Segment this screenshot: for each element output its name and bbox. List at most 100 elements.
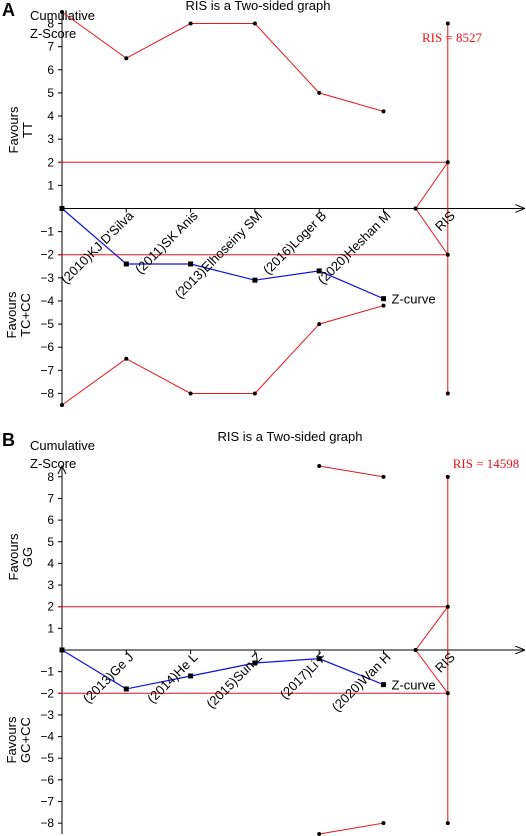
z-curve-point [381, 682, 386, 688]
y-tick-label: 4 [47, 556, 54, 570]
z-curve-point [381, 296, 386, 302]
study-label: (2017)Li F [277, 649, 330, 702]
y-tick-label: 6 [47, 63, 54, 77]
favours-upper-label-line-1: Favours [6, 106, 21, 153]
y-tick-label: 8 [47, 470, 54, 484]
ris-value-label: RIS = 14598 [453, 456, 520, 471]
z-curve-point [252, 277, 258, 283]
ylabel-line-1: Cumulative [30, 8, 95, 23]
favours-upper-label-line-2: GG [20, 547, 35, 567]
futility-point [413, 206, 418, 211]
y-tick-label: −2 [40, 248, 54, 262]
ris-axis-label: RIS [432, 208, 458, 234]
futility-line-upper [415, 161, 449, 209]
z-curve-point [188, 261, 194, 267]
y-tick-label: 4 [47, 109, 54, 123]
y-tick-label: −4 [40, 730, 54, 744]
y-tick-label: −5 [40, 751, 54, 765]
favours-lower-label: FavoursGC+CC [4, 716, 33, 763]
y-tick-label: −7 [40, 363, 54, 377]
lower-boundary-line [319, 822, 384, 835]
z-curve-point [123, 261, 129, 267]
favours-upper-label-line-1: Favours [6, 533, 21, 580]
y-tick-label: 3 [47, 132, 54, 146]
study-label: (2015)Sun Z [203, 649, 265, 711]
upper-boundary-line [61, 11, 384, 112]
ris-axis-label: RIS [432, 649, 458, 675]
upper-boundary-point [252, 21, 257, 26]
lower-boundary-point [60, 403, 64, 407]
y-tick-label: −1 [40, 665, 54, 679]
y-tick-label: −3 [40, 708, 54, 722]
lower-boundary-point [317, 832, 322, 836]
futility-point [445, 252, 450, 257]
favours-lower-label-line-1: Favours [4, 716, 19, 763]
upper-boundary-point [381, 109, 386, 114]
y-tick-label: −3 [40, 271, 54, 285]
ylabel-line-2: Z-Score [30, 456, 76, 471]
z-curve-point [59, 206, 65, 211]
y-tick-label: −1 [40, 225, 54, 239]
lower-boundary-line [61, 305, 384, 406]
y-tick-label: −7 [40, 795, 54, 809]
y-tick-label: −6 [40, 340, 54, 354]
y-tick-label: −8 [40, 386, 54, 400]
study-label: (2013)Ge J [80, 650, 137, 707]
futility-line-lower [415, 208, 449, 256]
favours-lower-label: FavoursTC+CC [4, 291, 33, 338]
y-tick-label: 1 [47, 178, 54, 192]
y-tick-label: 3 [47, 578, 54, 592]
upper-boundary-point [60, 10, 64, 14]
upper-boundary-point [124, 56, 129, 61]
futility-point [445, 160, 450, 165]
lower-boundary-point [252, 391, 257, 396]
lower-boundary-point [124, 356, 129, 361]
y-tick-label: 5 [47, 535, 54, 549]
favours-lower-label-line-2: TC+CC [18, 293, 33, 337]
study-label: (2010)KJ D'Silva [58, 207, 137, 286]
futility-point [445, 604, 450, 609]
panel-label: A [2, 0, 15, 20]
upper-boundary-line [319, 465, 384, 478]
favours-lower-label-line-2: GC+CC [18, 717, 33, 763]
futility-line-lower [415, 649, 449, 694]
y-tick-label: 5 [47, 86, 54, 100]
y-tick-label: 6 [47, 513, 54, 527]
z-curve-line [61, 649, 384, 690]
upper-boundary-point [317, 464, 322, 468]
lower-boundary-point [381, 821, 386, 826]
futility-point [445, 691, 450, 696]
upper-boundary-point [317, 90, 322, 95]
y-tick-label: 7 [47, 40, 54, 54]
futility-point [413, 648, 418, 652]
y-tick-label: −8 [40, 816, 54, 830]
y-tick-label: 1 [47, 621, 54, 635]
y-tick-label: 2 [47, 155, 54, 169]
upper-boundary-point [381, 474, 386, 479]
z-curve-point [316, 268, 322, 274]
study-label: (2020)Wan H [329, 650, 394, 715]
favours-upper-label: FavoursTT [6, 106, 35, 153]
futility-line-upper [415, 606, 449, 651]
lower-boundary-point [317, 322, 322, 327]
y-tick-label: 2 [47, 600, 54, 614]
favours-upper-label-line-2: TT [20, 122, 35, 138]
ris-line-end-point [445, 474, 450, 479]
y-tick-label: −4 [40, 294, 54, 308]
favours-lower-label-line-1: Favours [4, 291, 19, 338]
lower-boundary-point [188, 391, 193, 396]
z-curve-label: Z-curve [392, 292, 436, 307]
chart-title: RIS is a Two-sided graph [218, 429, 363, 444]
y-axis-arrow [57, 464, 67, 475]
favours-upper-label: FavoursGG [6, 533, 35, 580]
ris-line-end-point [445, 821, 450, 826]
chart-panel-b: B RIS is a Two-sided graph Cumulative Z-Sco… [2, 429, 524, 836]
ris-line-end-point [445, 21, 450, 26]
y-tick-label: 7 [47, 491, 54, 505]
y-tick-label: 8 [47, 17, 54, 31]
study-label: (2016)Loger B [260, 208, 329, 277]
y-tick-label: −2 [40, 686, 54, 700]
z-curve-point [188, 673, 194, 679]
ylabel-line-2: Z-Score [30, 26, 76, 41]
